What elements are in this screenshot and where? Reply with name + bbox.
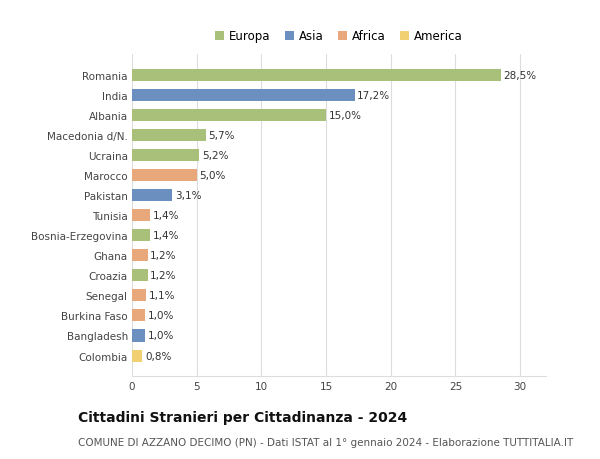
Bar [132, 230, 150, 242]
Text: 17,2%: 17,2% [357, 91, 390, 101]
Text: 0,8%: 0,8% [145, 351, 172, 361]
Text: 15,0%: 15,0% [329, 111, 362, 121]
Bar [132, 330, 145, 342]
Text: 1,0%: 1,0% [148, 311, 174, 321]
Text: COMUNE DI AZZANO DECIMO (PN) - Dati ISTAT al 1° gennaio 2024 - Elaborazione TUTT: COMUNE DI AZZANO DECIMO (PN) - Dati ISTA… [78, 437, 573, 448]
Text: 1,0%: 1,0% [148, 331, 174, 341]
Bar [132, 210, 150, 222]
Bar [132, 270, 148, 282]
Bar [132, 150, 199, 162]
Legend: Europa, Asia, Africa, America: Europa, Asia, Africa, America [211, 26, 467, 48]
Bar [132, 70, 501, 82]
Bar [132, 350, 142, 362]
Text: 3,1%: 3,1% [175, 191, 201, 201]
Text: 5,0%: 5,0% [199, 171, 226, 181]
Bar [132, 290, 146, 302]
Text: 1,2%: 1,2% [150, 251, 176, 261]
Text: 1,4%: 1,4% [152, 211, 179, 221]
Text: 28,5%: 28,5% [503, 71, 536, 81]
Bar [132, 250, 148, 262]
Text: 5,7%: 5,7% [208, 131, 235, 141]
Bar [132, 130, 206, 142]
Text: Cittadini Stranieri per Cittadinanza - 2024: Cittadini Stranieri per Cittadinanza - 2… [78, 411, 407, 425]
Bar [132, 110, 326, 122]
Text: 5,2%: 5,2% [202, 151, 229, 161]
Text: 1,1%: 1,1% [149, 291, 175, 301]
Bar [132, 170, 197, 182]
Bar [132, 310, 145, 322]
Text: 1,4%: 1,4% [152, 231, 179, 241]
Text: 1,2%: 1,2% [150, 271, 176, 281]
Bar [132, 90, 355, 102]
Bar [132, 190, 172, 202]
